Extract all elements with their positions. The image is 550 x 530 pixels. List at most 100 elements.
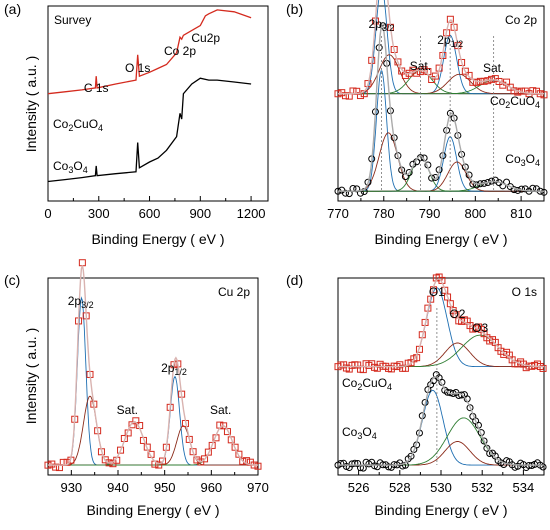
panel-a-frame <box>47 5 269 202</box>
panel-b-xtick-label: 780 <box>373 206 395 221</box>
panel-c-series-0-point <box>208 441 216 449</box>
panel-c-annotation: 2p3/2 <box>68 294 94 310</box>
panel-b-series-1-point <box>521 185 529 193</box>
panel-d-letter: (d) <box>286 272 303 288</box>
panel-b-series-0-point <box>506 83 514 91</box>
panel-d-annotation: O1 <box>429 285 445 299</box>
panel-d-series-1-point <box>399 462 407 470</box>
panel-c-series-0-point <box>239 457 247 465</box>
panel-d-series-0-component <box>338 287 544 368</box>
panel-a-xtick-label: 0 <box>44 206 51 221</box>
panel-d-series-0-point <box>446 300 454 308</box>
panel-b-annotation: 2p1/2 <box>437 33 463 49</box>
panel-c-series-0-point <box>52 463 60 471</box>
panel-b-annotation: 2p3/2 <box>369 17 395 33</box>
panel-d-xtick-label: 528 <box>389 480 411 495</box>
panel-b-series-1-point <box>364 178 372 186</box>
panel-c-series-0-point <box>220 422 228 430</box>
panel-d-title: O 1s <box>512 285 537 299</box>
panel-b-xtick-label: 810 <box>510 206 532 221</box>
panel-b-series-0-point <box>341 92 349 100</box>
panel-d-series-1-envelope <box>338 376 544 466</box>
panel-b-series-0-point <box>364 80 372 88</box>
panel-a-label-co3o4: Co3O4 <box>53 159 88 175</box>
panel-a-xtick-label: 1200 <box>237 206 266 221</box>
panel-b-xtick-label: 790 <box>419 206 441 221</box>
panel-b-series-1-point <box>450 114 458 122</box>
panel-a-ylabel: Intensity ( a.u. ) <box>23 56 39 152</box>
panel-c-xlabel: Binding Energy ( eV ) <box>86 502 219 518</box>
panel-d-series-1-point <box>480 437 488 445</box>
panel-a-series <box>47 9 252 183</box>
panel-d-series <box>334 273 547 472</box>
panel-d-xticks: 526 528 530 532 534 <box>348 470 534 495</box>
panel-b-series-0-point <box>394 58 402 66</box>
panel-b-series-1-point <box>461 163 469 171</box>
panel-d-series-0-envelope <box>338 278 544 368</box>
panel-c-letter: (c) <box>4 272 20 288</box>
panel-c-xticks: 930 940 950 960 970 <box>60 470 269 495</box>
panel-b-series-0-point <box>465 71 473 79</box>
panel-d-xtick-label: 532 <box>471 480 493 495</box>
panel-a-annotation: Cu2p <box>191 31 220 45</box>
panel-c-series-0-point <box>193 456 201 464</box>
panel-d-series-0-point <box>539 364 547 372</box>
panel-b-series-1-point <box>405 169 413 177</box>
panel-c-annotation: Sat. <box>210 403 231 417</box>
panel-a-series-line <box>47 9 252 95</box>
panel-b-series-0-point <box>431 72 439 80</box>
panel-b-xtick-label: 770 <box>327 206 349 221</box>
panel-c-xtick-label: 970 <box>247 480 269 495</box>
panel-b-series-0-envelope <box>338 0 544 95</box>
panel-c-series-0-point <box>128 421 136 429</box>
panel-c-series-0-point <box>204 448 212 456</box>
panel-c-xtick-label: 930 <box>60 480 82 495</box>
panel-b-series-1-point <box>353 185 361 193</box>
panel-b-series-0-point <box>473 78 481 86</box>
panel-c-annotation: Sat. <box>117 403 138 417</box>
panel-c-series-0-point <box>235 450 243 458</box>
panel-b-series-1-point <box>394 152 402 160</box>
panel-c-xtick-label: 960 <box>200 480 222 495</box>
panel-d-annotations: O1 O2 O3 <box>429 285 488 465</box>
panel-b-xtick-label: 800 <box>464 206 486 221</box>
panel-b-series-1-envelope <box>338 23 544 192</box>
panel-b-letter: (b) <box>286 1 303 17</box>
panel-c-series-0-envelope <box>48 265 258 466</box>
panel-a-xtick-label: 300 <box>88 206 110 221</box>
panel-c-series <box>44 259 262 472</box>
panel-c-series-0-point <box>117 446 125 454</box>
panel-d-series-1-point <box>351 459 359 467</box>
panel-b-series-1-point <box>465 171 473 179</box>
panel-a-letter: (a) <box>4 1 21 17</box>
panel-d-xtick-label: 530 <box>430 480 452 495</box>
panel-d-annotation: O2 <box>449 307 465 321</box>
panel-d-series-1-point <box>407 452 415 460</box>
panel-a-annotation: C 1s <box>84 81 109 95</box>
panel-b-xlabel: Binding Energy ( eV ) <box>374 231 507 247</box>
panel-b-series-0-point <box>353 87 361 95</box>
panel-a-xlabel: Binding Energy ( eV ) <box>91 231 224 247</box>
panel-c-series-0-point <box>201 455 209 463</box>
panel-b-series <box>334 0 548 198</box>
panel-d-series-1-point <box>458 391 466 399</box>
panel-b-series-0-point <box>495 77 503 85</box>
panel-c-series-0-point <box>132 417 140 425</box>
panel-b-label-co3o4: Co3O4 <box>505 152 540 168</box>
panel-c-series-0-point <box>155 461 163 469</box>
panel-d-series-1-point <box>385 463 393 471</box>
panel-b-frame <box>337 5 545 202</box>
panel-b-series-0-point <box>446 15 454 23</box>
panel-d-xlabel: Binding Energy ( eV ) <box>374 502 507 518</box>
panel-d-o1s: (d) O 1s O1 O2 O3 526 528 530 532 534 Binding … <box>286 272 547 518</box>
panel-b-label-co2cuo4: Co2CuO4 <box>490 94 540 110</box>
panel-a-xtick-label: 900 <box>189 206 211 221</box>
panel-a-annotation: Co 2p <box>164 44 196 58</box>
panel-d-series-1-point <box>466 404 474 412</box>
panel-a-title: Survey <box>54 13 91 27</box>
panel-c-series-0-point <box>223 428 231 436</box>
panel-a-series-line <box>47 77 252 183</box>
